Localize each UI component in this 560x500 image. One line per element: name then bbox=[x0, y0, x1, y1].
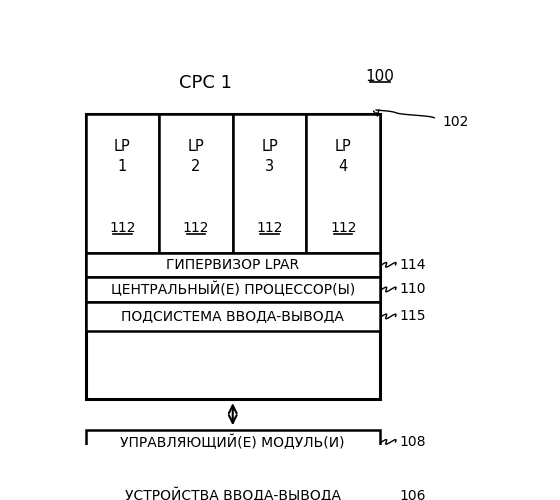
Text: СРС 1: СРС 1 bbox=[179, 74, 232, 92]
Text: ГИПЕРВИЗОР LPAR: ГИПЕРВИЗОР LPAR bbox=[166, 258, 299, 272]
Text: 115: 115 bbox=[399, 310, 426, 324]
Text: 112: 112 bbox=[256, 221, 283, 235]
Text: УПРАВЛЯЮЩИЙ(Е) МОДУЛЬ(И): УПРАВЛЯЮЩИЙ(Е) МОДУЛЬ(И) bbox=[120, 434, 345, 450]
Text: 100: 100 bbox=[366, 70, 394, 84]
Bar bbox=[86, 430, 380, 454]
Text: 112: 112 bbox=[109, 221, 136, 235]
Text: LP
4: LP 4 bbox=[335, 139, 352, 173]
Text: 112: 112 bbox=[183, 221, 209, 235]
Bar bbox=[86, 484, 380, 500]
Text: ПОДСИСТЕМА ВВОДА-ВЫВОДА: ПОДСИСТЕМА ВВОДА-ВЫВОДА bbox=[122, 310, 344, 324]
Text: 112: 112 bbox=[330, 221, 356, 235]
Bar bbox=[86, 302, 380, 331]
Text: 102: 102 bbox=[442, 114, 468, 128]
Text: LP
3: LP 3 bbox=[261, 139, 278, 173]
Text: LP
2: LP 2 bbox=[188, 139, 204, 173]
Bar bbox=[159, 114, 233, 252]
Text: УСТРОЙСТВА ВВОДА-ВЫВОДА: УСТРОЙСТВА ВВОДА-ВЫВОДА bbox=[125, 488, 340, 500]
Text: LP
1: LP 1 bbox=[114, 139, 130, 173]
Bar bbox=[86, 114, 380, 399]
Bar bbox=[86, 114, 159, 252]
Bar bbox=[306, 114, 380, 252]
Text: 108: 108 bbox=[399, 435, 426, 449]
Bar bbox=[86, 277, 380, 302]
Text: ЦЕНТРАЛЬНЫЙ(Е) ПРОЦЕССОР(Ы): ЦЕНТРАЛЬНЫЙ(Е) ПРОЦЕССОР(Ы) bbox=[111, 282, 355, 297]
Bar bbox=[233, 114, 306, 252]
Text: 106: 106 bbox=[399, 489, 426, 500]
Text: 114: 114 bbox=[399, 258, 426, 272]
Bar bbox=[86, 252, 380, 277]
Text: 110: 110 bbox=[399, 282, 426, 296]
